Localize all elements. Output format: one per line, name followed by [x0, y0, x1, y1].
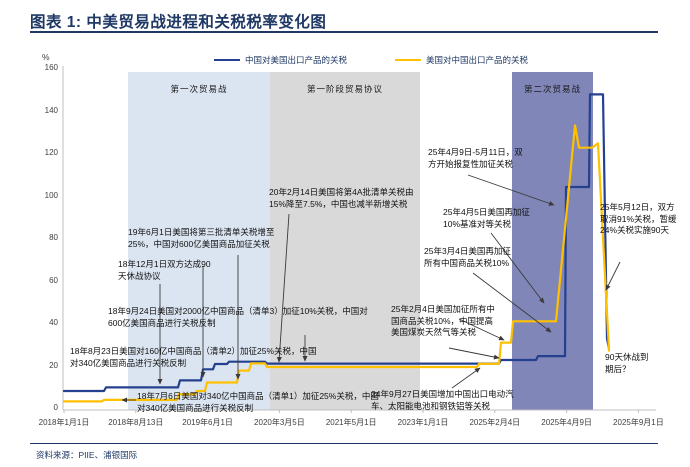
y-tick-label: 60 — [49, 275, 58, 285]
x-tick-label: 2025年9月1日 — [613, 418, 664, 427]
annotation-2025-04-09-retaliation: 25年4月9日-5月11日，双方开始报复性加征关税 — [428, 147, 523, 169]
y-tick-label: 100 — [44, 190, 58, 200]
annotation-arrow — [276, 213, 290, 363]
legend-item-china-tariff: 中国对美国出口产品的关税 — [214, 54, 347, 66]
region-label-phase-one-deal: 第一阶段贸易协议 — [306, 84, 383, 94]
annotation-2024-09-27-ev: 24年9月27日美国增加中国出口电动汽车、太阳能电池和钢铁铝等关税 — [371, 389, 514, 411]
annotation-2019-06-01-increase: 19年6月1日美国将第三批清单关税增至25%，中国对600亿美国商品加征关税 — [128, 227, 275, 249]
annotation-2025-03-04: 25年3月4日美国再加征所有中国商品关税10% — [424, 246, 511, 268]
y-tick-label: 120 — [44, 148, 58, 157]
annotation-arrow — [472, 272, 552, 333]
x-tick-label: 2020年3月5日 — [254, 418, 305, 427]
x-tick-label: 2023年1月1日 — [397, 418, 449, 427]
x-tick-label: 2018年1月1日 — [38, 418, 90, 427]
y-axis-unit-label: % — [42, 52, 50, 62]
annotation-2018-09-24-list3: 18年9月24日美国对2000亿中国商品（清单3）加征10%关税，中国对600亿… — [108, 306, 368, 328]
annotation-arrow — [458, 318, 505, 341]
y-tick-label: 140 — [44, 105, 58, 115]
annotation-90day-truce-question: 90天休战到期后？ — [605, 352, 649, 374]
annotation-2025-05-12-rollback: 25年5月12日，双方取消91%关税，暂缓24%关税实施90天 — [600, 202, 677, 235]
annotation-2025-04-05: 25年4月5日美国再加征10%基准对等关税 — [443, 207, 530, 229]
y-tick-label: 40 — [49, 318, 58, 327]
region-band-0 — [128, 72, 270, 410]
legend-label-us: 美国对中国出口产品的关税 — [426, 55, 529, 65]
y-tick-label: 80 — [49, 233, 58, 242]
annotation-arrow — [605, 261, 621, 291]
annotation-2025-02-04: 25年2月4日美国加征所有中国商品关税10%，中国提高美国煤炭天然气等关税 — [391, 304, 495, 337]
region-label-second-trade-war: 第二次贸易战 — [523, 84, 581, 94]
annotation-arrow — [448, 347, 500, 360]
annotation-2018-07-06-list1: 18年7月6日美国对340亿中国商品（清单1）加征25%关税，中国对340亿美国… — [137, 391, 379, 413]
legend-line-swatch-us — [395, 58, 421, 62]
legend-line-swatch-china — [214, 58, 240, 62]
region-label-first-trade-war: 第一次贸易战 — [170, 84, 228, 94]
series-line-0 — [62, 93, 611, 393]
x-tick-label: 2025年4月9日 — [541, 418, 592, 427]
annotation-2020-02-14-cut: 20年2月14日美国将第4A批清单关税由15%降至7.5%，中国也减半新增关税 — [269, 187, 414, 209]
x-tick-label: 2025年2月4日 — [469, 418, 521, 427]
annotation-2018-08-23-list2: 18年8月23日美国对160亿中国商品（清单2）加征25%关税，中国对340亿美… — [70, 346, 317, 368]
annotation-2018-12-01-truce: 18年12月1日双方达成90天休战协议 — [118, 259, 211, 281]
legend-label-china: 中国对美国出口产品的关税 — [245, 55, 348, 65]
series-line-1 — [62, 124, 611, 403]
x-tick-label: 2019年6月1日 — [182, 418, 233, 427]
annotation-arrow — [490, 232, 545, 304]
x-tick-label: 2018年8月13日 — [108, 418, 164, 427]
x-axis-tick-labels: 2018年1月1日 2018年8月13日 2019年6月1日 2020年3月5日 202… — [0, 417, 690, 431]
footer-rule — [30, 443, 658, 444]
y-tick-label: 20 — [49, 360, 58, 370]
title-underline — [30, 31, 658, 33]
region-band-1 — [270, 72, 420, 410]
y-axis-tick-labels: 0 20 40 60 80 100 120 140 160 — [32, 0, 58, 420]
annotation-arrow — [467, 174, 555, 206]
x-tick-label: 2021年5月1日 — [325, 418, 377, 427]
y-tick-label: 160 — [44, 63, 58, 72]
figure-title: 图表 1: 中美贸易战进程和关税税率变化图 — [30, 14, 327, 31]
legend-item-us-tariff: 美国对中国出口产品的关税 — [395, 54, 528, 66]
source-note: 资料来源：PIIE、浦银国际 — [36, 450, 138, 460]
annotation-arrow — [451, 367, 481, 389]
y-tick-label: 0 — [53, 403, 58, 412]
region-band-2 — [512, 72, 593, 410]
